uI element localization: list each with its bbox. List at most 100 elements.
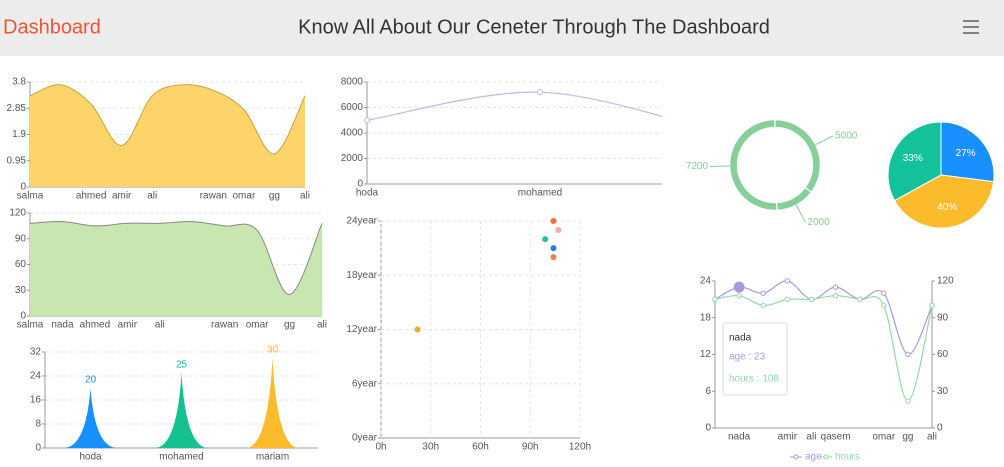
y-tick-label: 0year [352, 433, 378, 444]
y-tick-label: 90 [937, 312, 949, 323]
menu-icon[interactable] [963, 20, 979, 34]
spike-bar [63, 388, 118, 448]
x-tick-label: nada [728, 432, 751, 443]
series-point [832, 284, 839, 290]
label-leader [795, 204, 806, 223]
y-tick-label: 0 [20, 182, 26, 193]
x-tick-label: gg [269, 191, 280, 202]
slice-label: 33% [903, 153, 923, 164]
series-point [808, 296, 815, 303]
series-point [784, 278, 791, 284]
y-tick-label: 2.85 [7, 103, 27, 114]
x-tick-label: nada [51, 320, 74, 331]
brand[interactable]: Dashboard [3, 16, 101, 38]
scatter-point [550, 245, 557, 252]
slice-label: 7200 [686, 161, 709, 172]
series-point [856, 296, 863, 303]
donut-slice [775, 119, 821, 192]
series-point [760, 302, 766, 309]
donut-slice [776, 187, 812, 211]
x-tick-label: 90h [522, 442, 539, 453]
x-tick-label: amir [778, 432, 798, 443]
y-tick-label: 60 [937, 349, 949, 360]
scatter-point [550, 218, 557, 224]
y-tick-label: 0 [35, 443, 41, 454]
x-tick-label: omar [872, 432, 895, 443]
tooltip [722, 322, 788, 396]
x-tick-label: rawan [200, 191, 227, 202]
y-tick-label: 60 [15, 259, 27, 270]
x-tick-label: ahmed [76, 191, 107, 202]
series-point [905, 398, 911, 404]
y-tick-label: 3.8 [12, 77, 26, 88]
x-tick-label: ahmed [80, 320, 111, 331]
series-point [929, 302, 935, 309]
x-tick-label: gg [902, 432, 913, 443]
scatter-point [550, 254, 557, 261]
y-tick-label: 120 [9, 208, 26, 219]
series-point [736, 293, 742, 299]
pie-slice [940, 121, 995, 183]
tooltip-line: hours : 108 [729, 374, 779, 385]
x-tick-label: 0h [375, 442, 386, 453]
series-point [712, 296, 718, 303]
y-tick-label: 6000 [341, 102, 364, 113]
x-tick-label: gg [284, 320, 295, 331]
x-tick-label: qasem [821, 432, 851, 443]
y-tick-label: 8 [35, 419, 41, 430]
y-tick-label: 30 [937, 386, 949, 397]
y-tick-label: 30 [15, 285, 27, 296]
x-tick-label: ali [927, 432, 937, 443]
y-tick-label: 12year [346, 324, 377, 335]
scatter-point [555, 227, 562, 234]
x-tick-label: hoda [79, 452, 102, 463]
slice-label: 5000 [835, 131, 858, 142]
y-tick-label: 0.95 [7, 155, 27, 166]
y-tick-label: 16 [30, 395, 42, 406]
y-tick-label: 0 [705, 423, 711, 434]
x-tick-label: ali [317, 320, 327, 331]
series-point [784, 296, 791, 303]
scatter-point [414, 326, 421, 333]
area-fill [30, 221, 322, 316]
tooltip-title: nada [729, 333, 752, 344]
slice-label: 40% [937, 202, 957, 213]
series-point [733, 281, 745, 293]
pie-slice [887, 121, 942, 202]
x-tick-label: omar [232, 191, 255, 202]
x-tick-label: 120h [569, 442, 591, 453]
y-tick-label: 4000 [341, 128, 364, 139]
y-tick-label: 2000 [341, 153, 364, 164]
series-point [881, 302, 887, 309]
x-tick-label: salma [17, 191, 44, 202]
x-tick-label: mariam [256, 452, 289, 463]
pie-slice [893, 174, 995, 229]
x-tick-label: amir [112, 191, 132, 202]
line [367, 91, 662, 121]
x-tick-label: 60h [472, 442, 489, 453]
y-tick-label: 24 [30, 371, 42, 382]
x-tick-label: ali [300, 191, 310, 202]
y-tick-label: 0 [937, 423, 943, 434]
spike-bar [154, 373, 209, 448]
legend-label: hours [835, 452, 860, 463]
x-tick-label: rawan [211, 320, 238, 331]
slice-label: 2000 [807, 217, 830, 228]
y-tick-label: 6 [705, 386, 711, 397]
x-tick-label: ali [155, 320, 165, 331]
y-tick-label: 120 [937, 276, 954, 287]
y-tick-label: 18 [700, 312, 712, 323]
y-tick-label: 1.9 [12, 129, 26, 140]
y-tick-label: 0 [357, 179, 363, 190]
y-tick-label: 8000 [341, 77, 364, 88]
area-line [29, 221, 323, 296]
series-point [881, 290, 887, 296]
tooltip-line: age : 23 [729, 352, 766, 363]
line-point [537, 89, 543, 96]
donut-slice [729, 119, 777, 211]
legend-swatch-dot [793, 454, 799, 460]
line-point [364, 117, 370, 124]
x-tick-label: hoda [356, 188, 379, 199]
area-fill [30, 84, 305, 187]
